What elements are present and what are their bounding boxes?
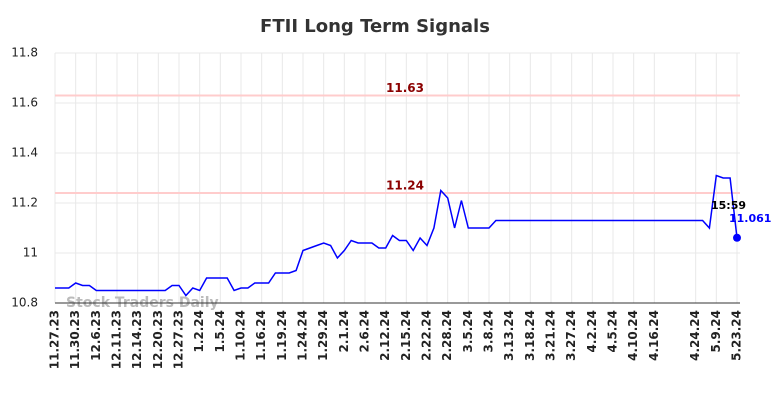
y-tick-label: 11.8 — [11, 46, 38, 60]
last-value: 11.061 — [729, 212, 771, 225]
x-tick-label: 2.12.24 — [378, 310, 392, 361]
x-tick-label: 12.14.23 — [130, 310, 144, 369]
x-tick-label: 5.23.24 — [730, 310, 744, 361]
price-line — [55, 174, 738, 297]
x-tick-label: 3.18.24 — [523, 310, 537, 361]
x-tick-label: 2.15.24 — [399, 310, 413, 361]
x-tick-label: 2.6.24 — [358, 310, 372, 353]
y-tick-label: 11 — [23, 246, 38, 260]
x-tick-label: 1.16.24 — [254, 310, 268, 361]
chart-title: FTII Long Term Signals — [260, 16, 490, 37]
y-tick-label: 11.2 — [11, 196, 38, 210]
x-tick-label: 3.13.24 — [502, 310, 516, 361]
x-tick-label: 3.8.24 — [482, 310, 496, 353]
reference-label: 11.63 — [386, 81, 424, 95]
x-tick-label: 2.28.24 — [440, 310, 454, 361]
last-time: 15:59 — [711, 199, 746, 212]
last-point — [733, 233, 741, 242]
y-tick-label: 11.4 — [11, 146, 38, 160]
x-tick-label: 1.29.24 — [316, 310, 330, 361]
x-tick-label: 3.5.24 — [461, 310, 475, 353]
reference-label: 11.24 — [386, 179, 424, 193]
y-tick-label: 11.6 — [11, 96, 38, 110]
y-tick-label: 10.8 — [11, 296, 38, 310]
x-tick-label: 4.5.24 — [606, 310, 620, 353]
x-tick-label: 11.30.23 — [68, 310, 82, 369]
x-tick-label: 12.6.23 — [89, 310, 103, 361]
x-tick-label: 4.24.24 — [688, 310, 702, 361]
x-tick-label: 12.20.23 — [151, 310, 165, 369]
x-tick-label: 5.9.24 — [709, 310, 723, 353]
x-tick-label: 12.27.23 — [172, 310, 186, 369]
x-tick-label: 1.19.24 — [275, 310, 289, 361]
x-tick-label: 1.24.24 — [296, 310, 310, 361]
x-tick-label: 2.22.24 — [420, 310, 434, 361]
x-tick-label: 3.27.24 — [564, 310, 578, 361]
x-tick-label: 3.21.24 — [544, 310, 558, 361]
x-tick-label: 1.2.24 — [192, 310, 206, 353]
x-tick-label: 1.10.24 — [234, 310, 248, 361]
x-tick-label: 12.11.23 — [110, 310, 124, 369]
x-tick-label: 1.5.24 — [213, 310, 227, 353]
x-tick-label: 4.10.24 — [626, 310, 640, 361]
x-tick-label: 4.16.24 — [647, 310, 661, 361]
x-tick-label: 4.2.24 — [585, 310, 599, 353]
x-tick-label: 11.27.23 — [48, 310, 62, 369]
x-tick-label: 2.1.24 — [337, 310, 351, 353]
